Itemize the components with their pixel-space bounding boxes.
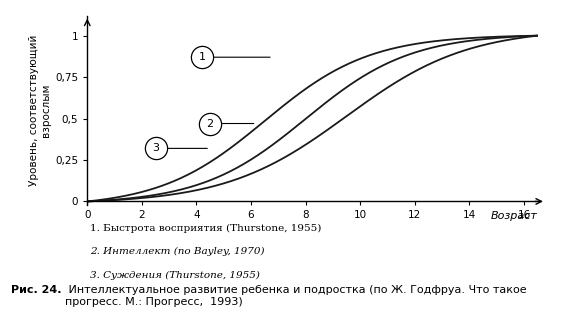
Text: Интеллектуальное развитие ребенка и подростка (по Ж. Годфруа. Что такое
прогресс: Интеллектуальное развитие ребенка и подр… xyxy=(65,285,526,307)
Text: 1: 1 xyxy=(198,52,205,62)
Text: Рис. 24.: Рис. 24. xyxy=(11,285,62,295)
Text: 1. Быстрота восприятия (Thurstone, 1955): 1. Быстрота восприятия (Thurstone, 1955) xyxy=(90,224,321,233)
Text: 2: 2 xyxy=(207,118,214,129)
Text: 3. Суждения (Thurstone, 1955): 3. Суждения (Thurstone, 1955) xyxy=(90,271,260,280)
Text: 2. Интеллект (по Bayley, 1970): 2. Интеллект (по Bayley, 1970) xyxy=(90,247,265,256)
Text: 3: 3 xyxy=(152,143,159,153)
Y-axis label: Уровень, соответствующий
взрослым: Уровень, соответствующий взрослым xyxy=(29,35,51,186)
Text: Возраст: Возраст xyxy=(491,211,538,221)
